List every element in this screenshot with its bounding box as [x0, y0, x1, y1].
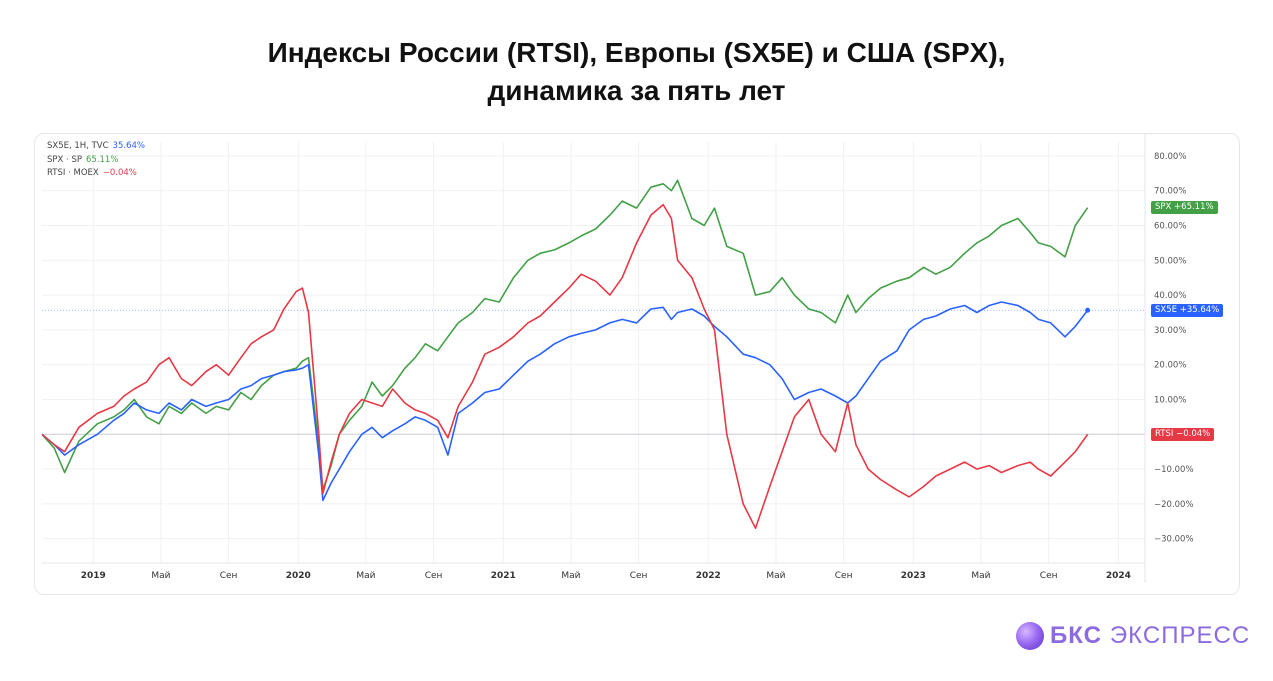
chart-title-line-1: Индексы России (RTSI), Европы (SX5E) и С… — [267, 37, 1006, 68]
chart-card — [34, 133, 1240, 595]
sx5e-end-point — [1085, 307, 1091, 313]
legend-item-sx5e[interactable]: SX5E, 1H, TVC 35.64% — [47, 140, 145, 154]
brand-bold: БКС — [1050, 622, 1102, 649]
series-line-spx — [41, 179, 1089, 491]
x-tick-label: Сен — [630, 571, 648, 581]
x-tick-label: 2024 — [1106, 571, 1131, 581]
price-tag-spx: SPX +65.11% — [1151, 201, 1218, 215]
x-tick-label: Май — [766, 571, 785, 581]
chart-title-line-2: динамика за пять лет — [487, 75, 786, 106]
x-tick-label: 2023 — [901, 571, 926, 581]
x-tick-label: Сен — [220, 571, 238, 581]
y-tick-label: 80.00% — [1154, 152, 1186, 162]
x-tick-label: 2020 — [286, 571, 311, 581]
x-tick-label: Май — [971, 571, 990, 581]
y-tick-label: 50.00% — [1154, 256, 1186, 266]
x-tick-label: Май — [151, 571, 170, 581]
x-tick-label: Сен — [1040, 571, 1058, 581]
series-line-rtsi — [41, 203, 1089, 529]
chart-title: Индексы России (RTSI), Европы (SX5E) и С… — [0, 34, 1273, 110]
x-tick-label: 2022 — [696, 571, 721, 581]
y-tick-label: 60.00% — [1154, 222, 1186, 232]
price-tag-sx5e: SX5E +35.64% — [1151, 303, 1224, 317]
price-tag-rtsi: RTSI −0.04% — [1151, 427, 1215, 441]
y-tick-label: −20.00% — [1154, 500, 1194, 510]
y-tick-label: 40.00% — [1154, 291, 1186, 301]
y-tick-label: 10.00% — [1154, 395, 1186, 405]
legend-label-sx5e: SX5E, 1H, TVC — [47, 141, 109, 151]
x-tick-label: 2021 — [491, 571, 516, 581]
legend-label-rtsi: RTSI · MOEX — [47, 168, 99, 178]
legend-label-spx: SPX · SP — [47, 154, 82, 165]
bks-logo-icon — [1016, 622, 1044, 650]
y-tick-label: −10.00% — [1154, 465, 1194, 475]
legend-item-spx[interactable]: SPX · SP 65.11% — [47, 154, 145, 168]
series-line-sx5e — [41, 301, 1089, 502]
legend-value-spx: 65.11% — [85, 154, 119, 165]
chart-legend: SX5E, 1H, TVC 35.64% SPX · SP 65.11% RTSI … — [47, 140, 145, 181]
y-tick-label: 20.00% — [1154, 361, 1186, 371]
y-tick-label: 30.00% — [1154, 326, 1186, 336]
brand-rest: ЭКСПРЕСС — [1109, 622, 1251, 649]
x-tick-label: Май — [356, 571, 375, 581]
y-tick-label: −30.00% — [1154, 535, 1194, 545]
legend-item-rtsi[interactable]: RTSI · MOEX −0.04% — [47, 167, 145, 181]
x-tick-label: Сен — [835, 571, 853, 581]
x-tick-label: 2019 — [81, 571, 106, 581]
brand-logo: БКС ЭКСПРЕСС — [1016, 619, 1250, 653]
x-tick-label: Сен — [425, 571, 443, 581]
legend-value-rtsi: −0.04% — [102, 168, 137, 178]
brand-text: БКС ЭКСПРЕСС — [1050, 622, 1250, 650]
y-tick-label: 70.00% — [1154, 187, 1186, 197]
legend-value-sx5e: 35.64% — [112, 141, 145, 151]
x-tick-label: Май — [561, 571, 580, 581]
